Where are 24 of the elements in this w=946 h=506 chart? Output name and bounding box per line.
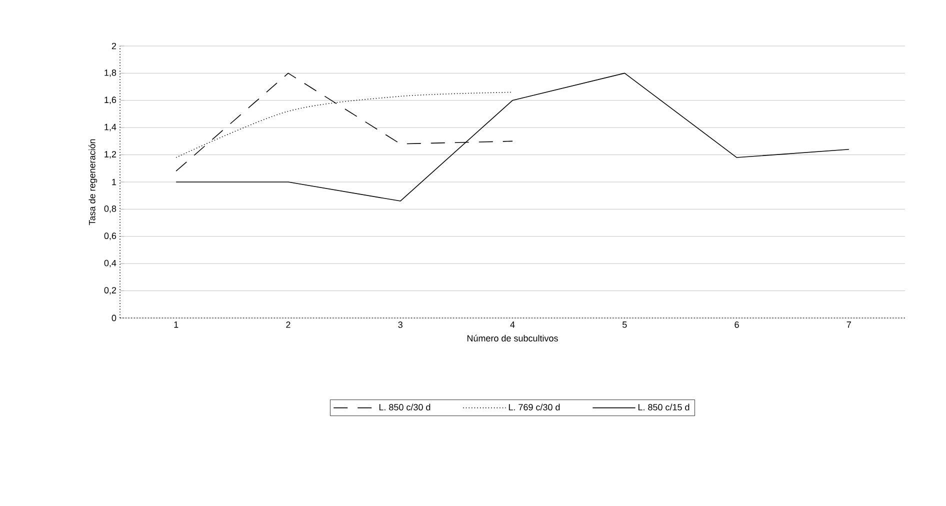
y-tick-label: 0: [112, 314, 116, 322]
y-tick-label: 2: [112, 42, 116, 50]
y-tick-label: 1,4: [104, 124, 116, 132]
x-tick-label: 1: [174, 322, 178, 328]
y-tick-label: 1,6: [104, 96, 116, 104]
x-tick-label: 5: [622, 322, 627, 328]
line-series: [176, 72, 850, 202]
x-axis-title: Número de subcultivos: [467, 334, 558, 342]
x-tick-label: 2: [286, 322, 290, 328]
legend-label: L. 850 c/15 d: [638, 404, 690, 410]
legend-label: L. 850 c/30 d: [379, 404, 430, 410]
y-axis-title: Tasa de regeneración: [88, 139, 98, 226]
y-tick-label: 0,8: [104, 205, 116, 213]
x-tick-label: 4: [510, 322, 515, 328]
y-tick-label: 0,6: [104, 232, 116, 240]
x-tick-label: 7: [846, 322, 851, 328]
legend-label: L. 769 c/30 d: [508, 404, 560, 410]
x-tick-label: 6: [734, 322, 739, 328]
y-tick-label: 0,2: [104, 287, 116, 294]
y-tick-label: 0,4: [104, 260, 116, 268]
y-tick-label: 1,8: [104, 69, 116, 77]
x-tick-label: 3: [398, 322, 402, 328]
y-tick-label: 1: [112, 178, 116, 186]
y-tick-label: 1,2: [104, 151, 116, 159]
